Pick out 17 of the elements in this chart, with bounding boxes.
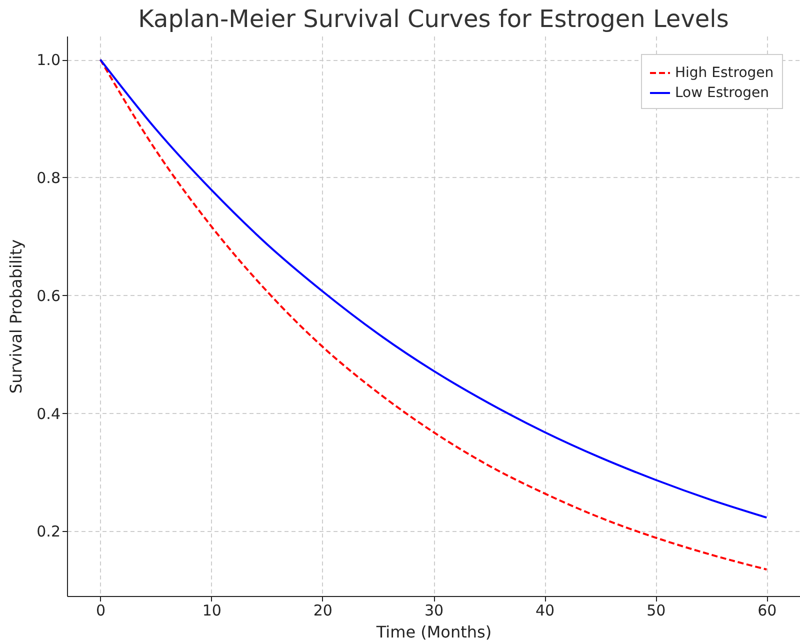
x-tick-label: 40 <box>536 602 555 620</box>
x-tick-label: 60 <box>758 602 777 620</box>
x-tick-label: 20 <box>313 602 332 620</box>
y-axis-title: Survival Probability <box>6 239 26 394</box>
x-tick-label: 0 <box>96 602 106 620</box>
legend-label: High Estrogen <box>675 65 774 81</box>
y-tick-label: 0.4 <box>36 404 60 423</box>
y-tick-label: 0.8 <box>36 168 60 187</box>
y-tick-label: 0.2 <box>36 522 60 541</box>
y-tick-label: 1.0 <box>36 51 60 70</box>
chart-title: Kaplan-Meier Survival Curves for Estrogen Levels <box>138 5 729 33</box>
x-tick-label: 10 <box>202 602 222 620</box>
x-axis-title: Time (Months) <box>375 622 492 642</box>
x-tick-label: 30 <box>424 602 444 620</box>
y-tick-label: 0.6 <box>36 286 60 305</box>
legend-label: Low Estrogen <box>675 85 770 101</box>
x-tick-label: 50 <box>646 602 666 620</box>
